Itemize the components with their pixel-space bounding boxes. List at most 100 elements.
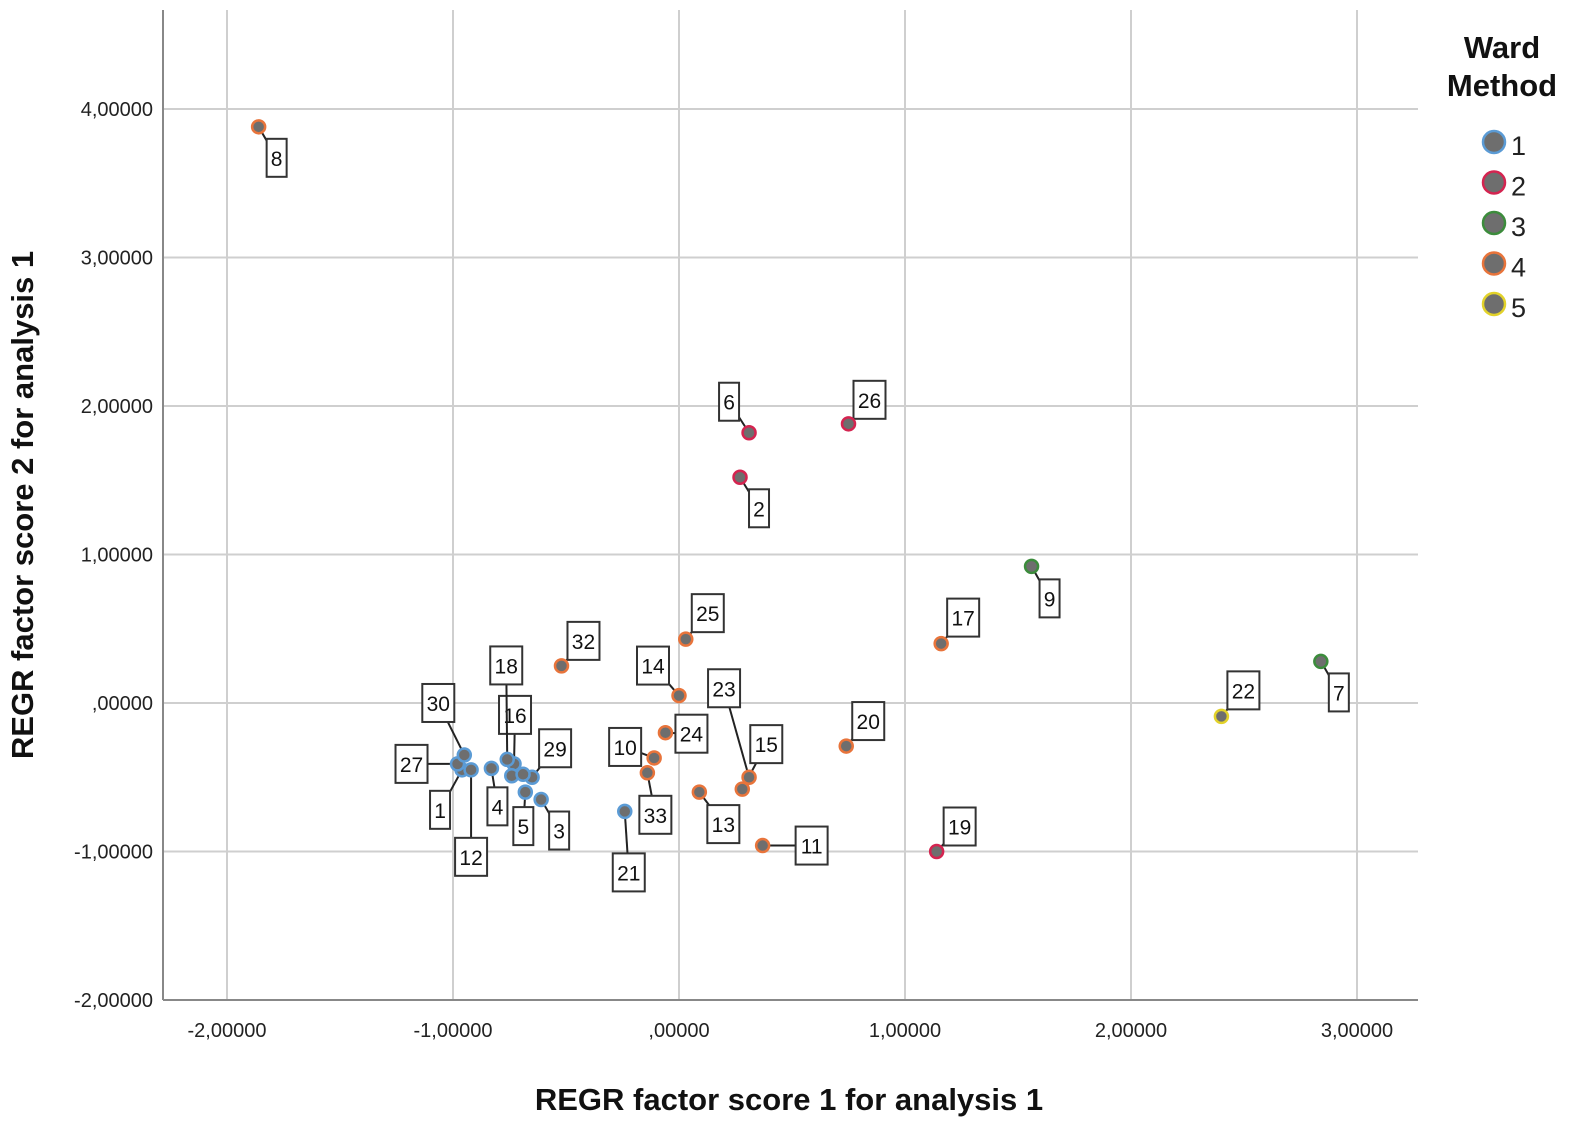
point-label: 33 (644, 805, 667, 828)
y-axis-title: REGR factor score 2 for analysis 1 (5, 251, 40, 759)
y-tick-label: 3,00000 (81, 248, 153, 270)
label-box (942, 806, 977, 847)
y-tick-label: -2,00000 (74, 990, 153, 1012)
point-label: 10 (613, 737, 636, 760)
label-box (674, 713, 709, 754)
label-box (852, 379, 887, 420)
point-labels: 1234567891011121314151617181920212223242… (257, 126, 1350, 893)
point-label: 22 (1232, 680, 1255, 703)
label-box (718, 381, 741, 422)
data-point (617, 803, 633, 820)
x-tick-label: -2,00000 (188, 1020, 267, 1042)
point-label: 1 (434, 800, 446, 823)
x-tick-label: 1,00000 (869, 1020, 941, 1042)
data-point (250, 119, 267, 135)
label-box (498, 694, 533, 735)
legend-label: 2 (1511, 172, 1526, 202)
y-tick-label: 2,00000 (81, 396, 153, 418)
legend-label: 4 (1511, 253, 1526, 283)
point-label: 20 (857, 711, 880, 734)
data-point (678, 631, 694, 647)
point-label: 2 (753, 498, 765, 521)
grid (163, 10, 1418, 1000)
data-point (933, 635, 949, 652)
point-label: 17 (951, 608, 974, 631)
data-point (639, 765, 656, 781)
point-label: 15 (755, 734, 778, 757)
data-point (691, 784, 708, 800)
label-box (749, 724, 784, 765)
label-box (690, 593, 725, 634)
legend-label: 1 (1511, 131, 1526, 161)
x-tick-label: -1,00000 (414, 1020, 493, 1042)
data-point (1313, 653, 1329, 670)
label-box (429, 789, 452, 830)
point-label: 11 (801, 836, 823, 859)
data-points (250, 119, 1329, 860)
data-point (734, 781, 751, 797)
data-point (838, 738, 854, 754)
data-point (463, 762, 479, 778)
data-point (456, 747, 473, 763)
y-tick-label: -1,00000 (74, 842, 153, 864)
legend-title: Ward (1464, 30, 1540, 65)
legend-title-line2: Method (1447, 68, 1557, 103)
data-point (483, 760, 500, 777)
tick-labels: -2,00000 -1,00000,00000 1,00000 2,00000 3,00… (74, 99, 1393, 1042)
data-point (646, 750, 662, 766)
x-axis-title: REGR factor score 1 for analysis 1 (535, 1082, 1043, 1117)
y-tick-label: 1,00000 (81, 545, 153, 567)
point-label: 23 (712, 678, 735, 701)
point-label: 26 (858, 390, 881, 413)
point-label: 25 (696, 603, 719, 626)
data-point (553, 658, 570, 674)
label-box (794, 825, 829, 866)
label-box (707, 668, 742, 709)
legend-label: 5 (1511, 293, 1526, 323)
data-point (1213, 708, 1230, 725)
point-label: 8 (271, 148, 283, 171)
data-point (515, 766, 531, 783)
legend-marker (1481, 129, 1507, 155)
label-box (265, 137, 288, 178)
point-label: 27 (400, 754, 423, 777)
point-label: 29 (543, 738, 566, 761)
point-label: 5 (517, 816, 529, 839)
label-box (548, 810, 571, 851)
data-point (1023, 558, 1040, 575)
point-label: 9 (1044, 588, 1056, 611)
label-box (566, 620, 601, 661)
label-box (611, 852, 646, 893)
x-tick-label: 3,00000 (1321, 1020, 1393, 1042)
data-point (533, 791, 549, 808)
y-tick-label: 4,00000 (81, 99, 153, 121)
label-box (851, 701, 886, 742)
data-point (732, 469, 748, 486)
legend-label: 3 (1511, 212, 1526, 242)
point-label: 12 (459, 847, 482, 870)
data-point (928, 843, 945, 860)
legend-marker (1481, 291, 1507, 317)
axes (162, 10, 1418, 1001)
label-box (748, 488, 771, 529)
point-label: 13 (712, 814, 735, 837)
label-box (706, 804, 741, 845)
point-label: 19 (948, 817, 971, 840)
y-tick-label: ,00000 (92, 693, 153, 715)
data-point (840, 416, 857, 432)
legend-marker (1481, 251, 1507, 276)
data-point (499, 751, 515, 768)
data-point (671, 687, 687, 704)
point-label: 21 (617, 862, 640, 885)
x-tick-label: ,00000 (648, 1020, 709, 1042)
label-box (486, 786, 509, 827)
label-box (512, 806, 535, 847)
point-label: 3 (553, 821, 565, 844)
point-label: 7 (1333, 682, 1345, 705)
label-box (421, 682, 456, 723)
point-label: 4 (492, 796, 504, 819)
point-label: 14 (641, 656, 665, 679)
point-label: 24 (680, 724, 704, 747)
point-label: 6 (723, 392, 735, 415)
label-box (394, 743, 429, 784)
